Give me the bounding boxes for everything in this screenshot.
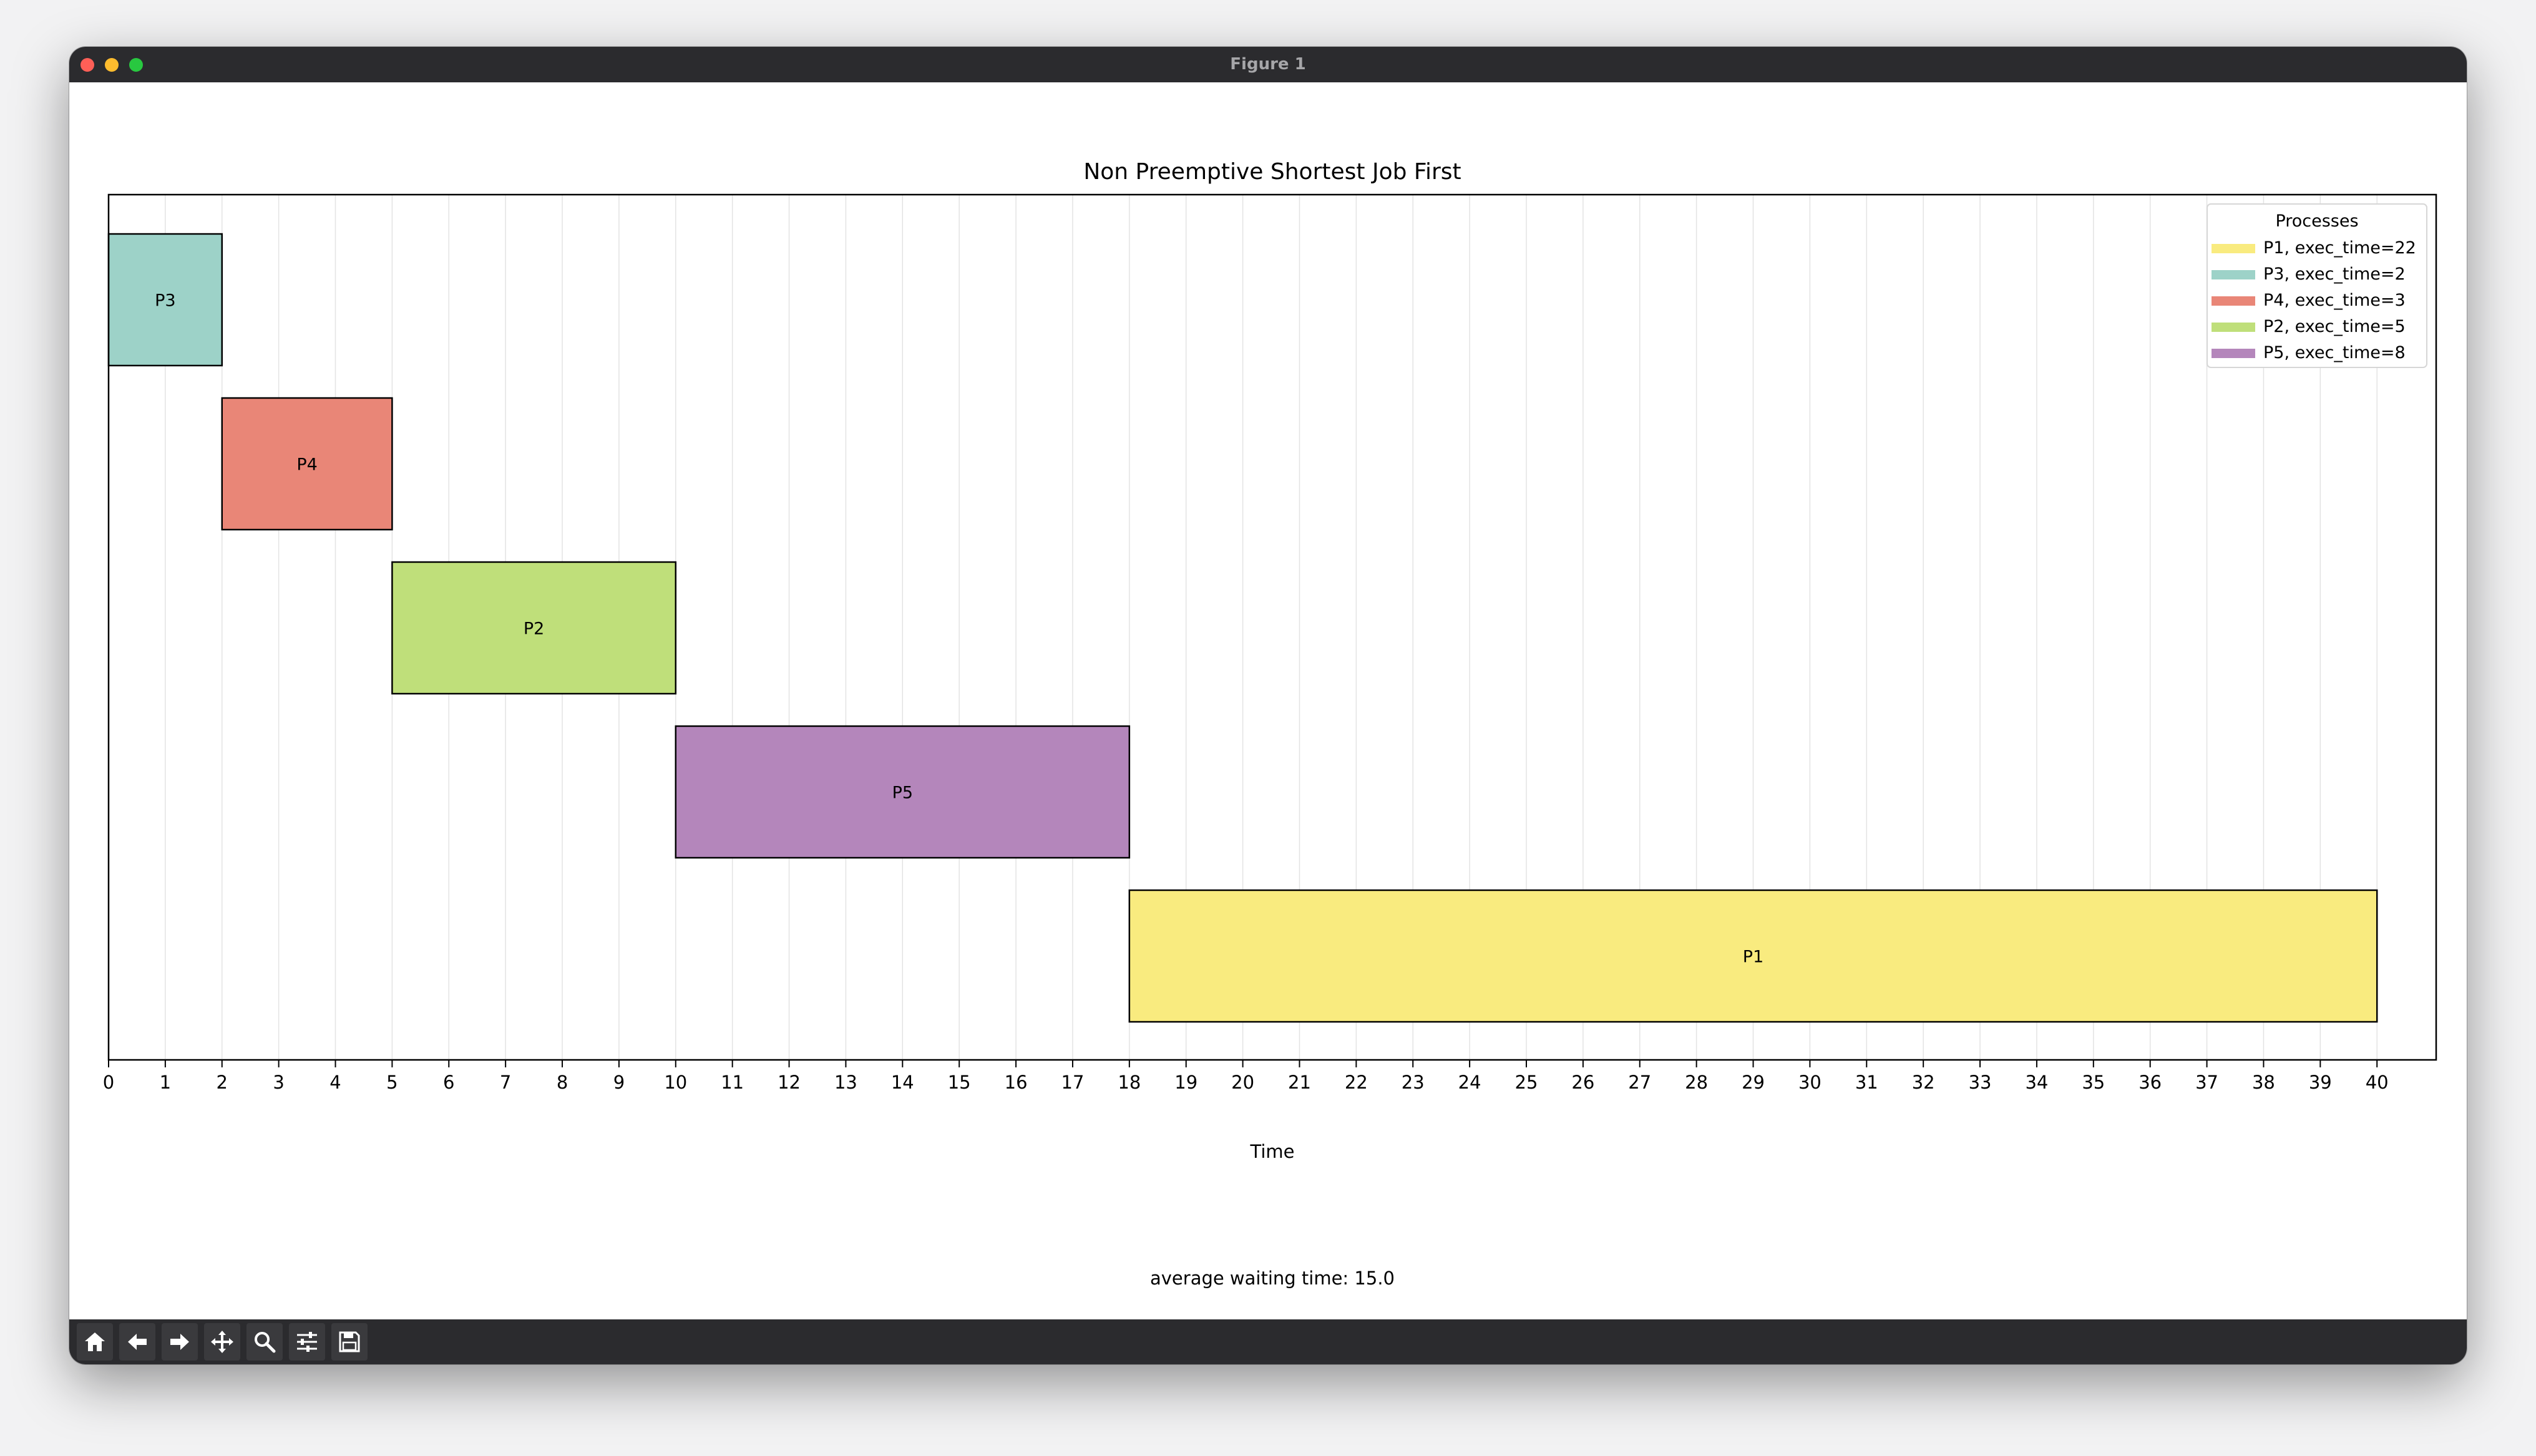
home-button[interactable] [77, 1323, 113, 1361]
gantt-bar-p2 [391, 561, 677, 695]
legend-entry-label: P4, exec_time=3 [2263, 291, 2406, 310]
bar-label-p4: P4 [296, 455, 317, 475]
x-axis-ticks: 0 1 2 3 4 5 6 7 8 9 10 11 12 13 14 15 16 17 18 19 20 21 22 23 24… [103, 1060, 2389, 1093]
x-tick-label: 12 [778, 1072, 801, 1093]
x-tick-label: 30 [1798, 1072, 1822, 1093]
x-tick-label: 23 [1402, 1072, 1425, 1093]
bar-label-p2: P2 [524, 619, 544, 639]
bar-label-p3: P3 [155, 291, 175, 311]
x-tick-label: 32 [1912, 1072, 1935, 1093]
back-button[interactable] [119, 1323, 155, 1361]
x-tick-label: 28 [1685, 1072, 1708, 1093]
legend-entries: P1, exec_time=22 P3, exec_time=2 P4, exec_… [2212, 238, 2416, 362]
close-window-button[interactable] [80, 58, 94, 72]
x-axis-label: Time [1250, 1141, 1295, 1162]
arrow-left-icon [128, 1334, 147, 1350]
home-icon [85, 1332, 105, 1351]
x-tick-label: 38 [2252, 1072, 2275, 1093]
legend-entry-label: P3, exec_time=2 [2263, 265, 2406, 284]
gantt-bar-p3 [107, 233, 223, 367]
x-tick-label: 21 [1288, 1072, 1311, 1093]
bar-label-p1: P1 [1743, 948, 1763, 967]
x-tick-label: 10 [664, 1072, 687, 1093]
x-tick-label: 37 [2195, 1072, 2218, 1093]
legend-entry-label: P5, exec_time=8 [2263, 343, 2406, 362]
x-tick-label: 2 [217, 1072, 228, 1093]
x-tick-label: 13 [834, 1072, 857, 1093]
magnifier-icon [255, 1332, 276, 1353]
x-tick-label: 24 [1458, 1072, 1481, 1093]
legend-entry-label: P1, exec_time=22 [2263, 238, 2416, 258]
x-tick-label: 3 [273, 1072, 284, 1093]
x-tick-label: 16 [1005, 1072, 1028, 1093]
maximize-window-button[interactable] [129, 58, 143, 72]
x-tick-label: 5 [386, 1072, 397, 1093]
arrow-right-icon [170, 1334, 189, 1350]
pan-button[interactable] [204, 1323, 240, 1361]
average-waiting-time-text: average waiting time: 15.0 [1150, 1268, 1395, 1289]
x-tick-label: 19 [1174, 1072, 1197, 1093]
bars: P3 P4 P2 P5 P1 [107, 233, 2378, 1023]
x-tick-label: 39 [2309, 1072, 2332, 1093]
minimize-window-button[interactable] [105, 58, 119, 72]
x-tick-label: 40 [2366, 1072, 2389, 1093]
gantt-bar-p5 [675, 725, 1131, 859]
gantt-bar-p1 [1128, 889, 2378, 1023]
x-tick-label: 31 [1855, 1072, 1878, 1093]
forward-button[interactable] [162, 1323, 198, 1361]
x-tick-label: 15 [948, 1072, 971, 1093]
title-bar: Figure 1 [69, 47, 2467, 82]
legend-swatch [2212, 244, 2255, 253]
x-tick-label: 22 [1345, 1072, 1368, 1093]
window-title: Figure 1 [1230, 55, 1306, 74]
x-tick-label: 4 [329, 1072, 341, 1093]
navigation-toolbar [69, 1319, 2467, 1364]
x-tick-label: 11 [721, 1072, 744, 1093]
x-tick-label: 20 [1231, 1072, 1254, 1093]
sliders-icon [297, 1332, 317, 1352]
plot-frame [107, 193, 2437, 1061]
x-tick-label: 27 [1628, 1072, 1651, 1093]
legend-swatch [2212, 270, 2255, 279]
x-tick-label: 25 [1515, 1072, 1538, 1093]
x-tick-label: 7 [500, 1072, 511, 1093]
x-tick-label: 29 [1742, 1072, 1765, 1093]
legend: Processes P1, exec_time=22 P3, exec_time=… [2207, 203, 2427, 368]
legend-swatch [2212, 296, 2255, 306]
chart-title: Non Preemptive Shortest Job First [1083, 159, 1461, 185]
bar-label-p5: P5 [892, 784, 913, 803]
x-tick-label: 26 [1571, 1072, 1594, 1093]
x-tick-label: 17 [1061, 1072, 1085, 1093]
legend-swatch [2212, 349, 2255, 358]
x-tick-label: 9 [613, 1072, 625, 1093]
legend-title: Processes [2275, 211, 2358, 231]
x-tick-label: 1 [160, 1072, 171, 1093]
x-tick-label: 6 [443, 1072, 454, 1093]
x-tick-label: 35 [2082, 1072, 2105, 1093]
figure-canvas: P3 P4 P2 P5 P1 0 1 2 3 4 5 6 7 8 9 10 11 12 13 14 15 16 17 18 1… [69, 82, 2467, 1319]
save-button[interactable] [331, 1323, 368, 1361]
configure-subplots-button[interactable] [289, 1323, 325, 1361]
floppy-disk-icon [339, 1331, 360, 1352]
x-tick-label: 33 [1969, 1072, 1992, 1093]
x-tick-label: 14 [891, 1072, 914, 1093]
gantt-bar-p4 [221, 397, 393, 531]
x-tick-label: 18 [1118, 1072, 1141, 1093]
move-icon [211, 1331, 233, 1353]
x-tick-label: 34 [2025, 1072, 2048, 1093]
x-tick-label: 0 [103, 1072, 114, 1093]
x-tick-label: 8 [557, 1072, 568, 1093]
x-tick-label: 36 [2139, 1072, 2162, 1093]
legend-swatch [2212, 323, 2255, 332]
legend-entry-label: P2, exec_time=5 [2263, 317, 2406, 336]
zoom-button[interactable] [246, 1323, 283, 1361]
figure-window: Figure 1 P3 P4 P2 P5 P1 0 1 2 3 4 5 6 7 8 9 10 11 12 13 14… [69, 47, 2467, 1364]
legend-box [2207, 203, 2427, 368]
